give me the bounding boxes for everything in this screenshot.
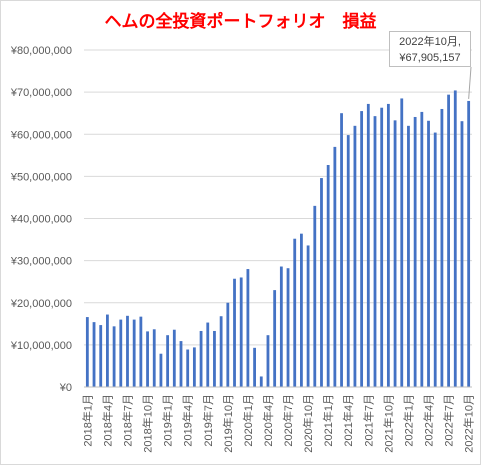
bar [172,329,176,387]
bar [99,325,103,387]
x-tick-label: 2021年1月 [321,394,335,447]
y-tick-label: ¥50,000,000 [10,171,72,183]
bar [433,132,437,387]
x-tick-label: 2020年10月 [301,394,315,453]
bar [373,116,377,387]
bar [353,125,357,387]
bar [346,135,350,387]
bar [326,165,330,387]
data-label-value: ¥67,905,157 [399,52,461,64]
bar [239,277,243,387]
bar [393,120,397,387]
y-tick-label: ¥10,000,000 [10,340,72,352]
data-label-leader-line [468,66,472,99]
x-tick-label: 2022年7月 [442,394,456,447]
bar [380,107,384,388]
x-tick-label: 2019年1月 [161,394,175,447]
y-axis-tick-labels: ¥0 ¥10,000,000 ¥20,000,000 ¥30,000,000 ¥40,0… [10,45,72,394]
bar [360,111,364,388]
y-tick-label: ¥20,000,000 [10,298,72,310]
x-tick-label: 2021年7月 [361,394,375,447]
bar [407,125,410,387]
bar [340,113,343,387]
bar [199,330,203,387]
bar [447,94,450,387]
bar [139,316,143,387]
bar [266,335,270,387]
bar [259,376,263,387]
x-tick-label: 2022年10月 [462,394,476,453]
y-tick-label: ¥60,000,000 [10,129,72,141]
bar [246,269,250,387]
bar [420,111,424,387]
bar [467,100,471,387]
bar [313,205,317,387]
x-tick-label: 2020年1月 [241,394,255,447]
bar [159,353,163,387]
bar [273,290,277,387]
bar [293,238,297,387]
bar [192,347,196,387]
bar [366,103,370,388]
x-tick-label: 2021年4月 [341,394,355,447]
bar [85,317,89,387]
bar [152,329,156,387]
bar [119,319,123,387]
bar [333,146,337,387]
y-tick-label: ¥30,000,000 [10,256,72,268]
bar [400,98,404,387]
x-tick-label: 2022年4月 [422,394,436,447]
data-label-category: 2022年10月, [399,36,461,48]
x-tick-label: 2019年10月 [221,394,235,453]
bar [286,268,290,387]
x-tick-label: 2022年1月 [401,394,415,447]
bar-series [85,90,471,388]
x-tick-label: 2019年7月 [201,394,215,447]
bar [219,316,223,387]
bar [427,120,430,388]
bar [226,302,230,387]
bar [453,90,457,387]
bar [306,245,310,387]
bar [126,315,129,387]
bar [253,347,256,387]
bar [106,314,109,387]
bar [166,335,170,387]
x-tick-label: 2019年4月 [181,394,195,447]
bar [386,103,390,388]
bar [279,266,283,387]
bar [233,278,236,387]
bar [206,322,210,387]
y-tick-label: ¥40,000,000 [10,214,72,226]
y-tick-label: ¥80,000,000 [10,45,72,57]
bar [146,331,149,387]
bar [186,349,190,387]
bar [460,121,464,387]
x-tick-label: 2020年4月 [261,394,275,447]
bar [320,178,323,387]
bar [300,233,303,387]
bar [413,116,417,387]
x-axis-tick-labels: 2018年1月 2018年4月 2018年7月 2018年10月 2019年1月 2019… [80,394,475,453]
data-label-callout: 2022年10月, ¥67,905,157 [389,31,471,67]
bar [213,330,216,387]
y-tick-label: ¥70,000,000 [10,87,72,99]
x-tick-label: 2021年10月 [381,394,395,453]
chart-title: ヘムの全投資ポートフォリオ 損益 [104,12,377,32]
bar [92,322,96,387]
x-tick-label: 2018年4月 [100,394,114,447]
bar [112,326,116,387]
y-tick-label: ¥0 [59,382,72,394]
x-tick-label: 2018年10月 [141,394,155,453]
bar [179,341,183,387]
bar [132,319,136,387]
x-tick-label: 2018年7月 [120,394,134,447]
x-tick-label: 2020年7月 [281,394,295,447]
bar [440,108,444,387]
x-tick-label: 2018年1月 [80,394,94,447]
